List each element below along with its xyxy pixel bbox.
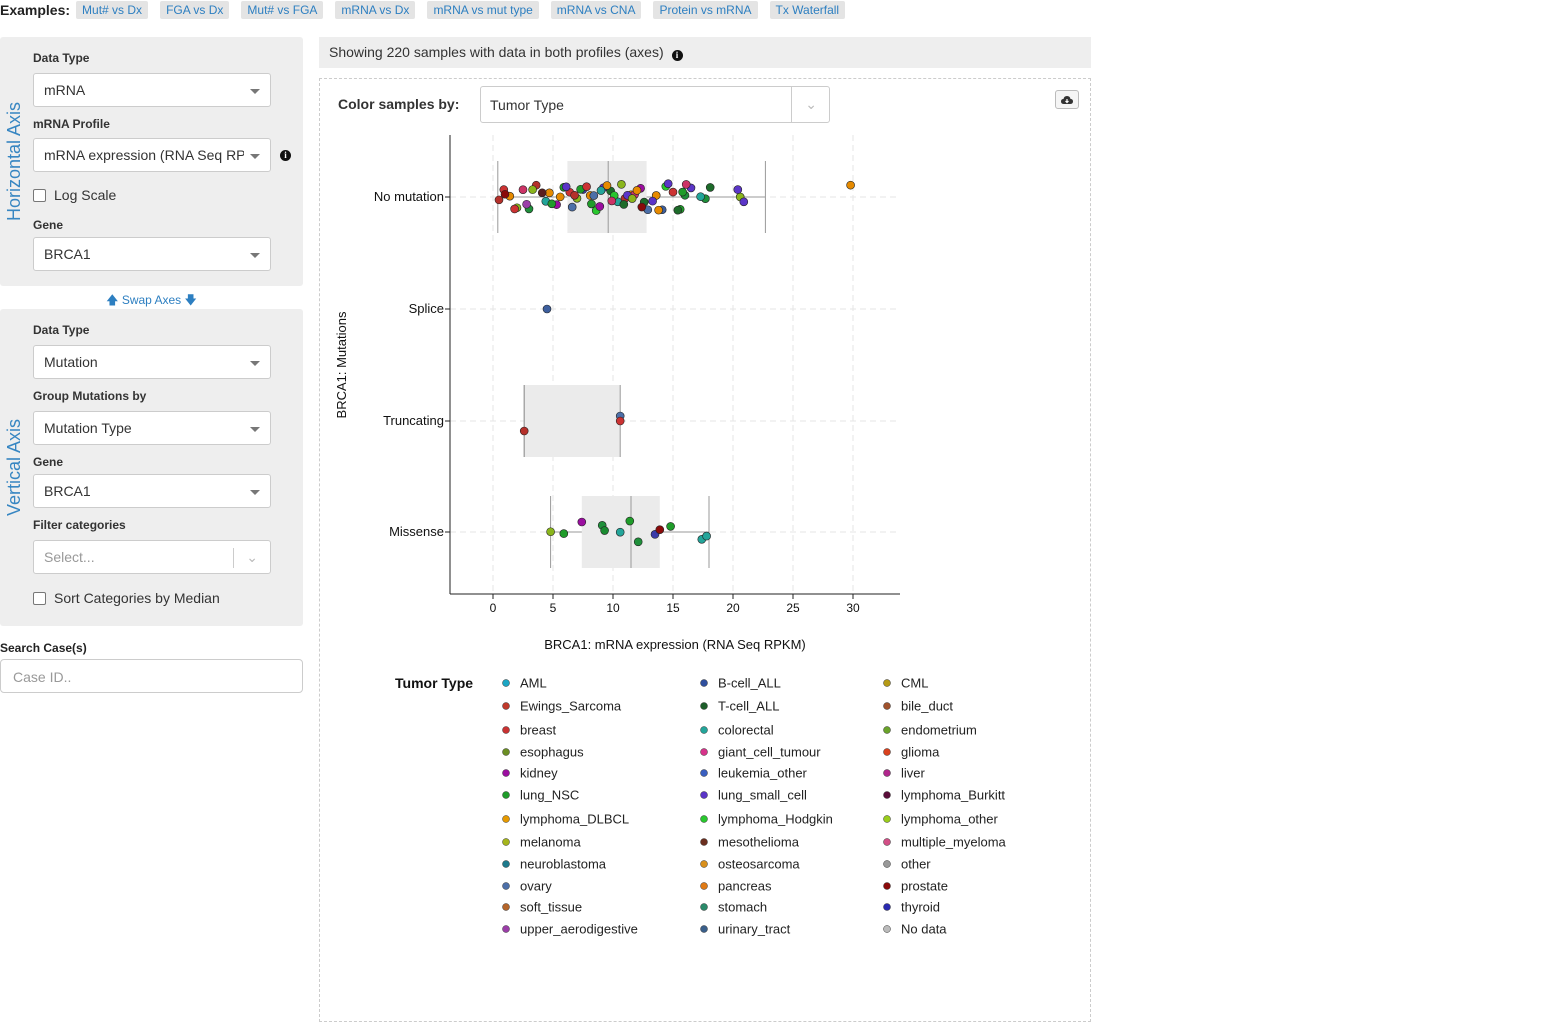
color-by-select[interactable]: Tumor Type ⌄ <box>480 86 830 123</box>
checkbox-icon[interactable] <box>33 591 46 605</box>
caret-down-icon <box>250 154 260 159</box>
caret-down-icon <box>250 361 260 366</box>
info-icon[interactable]: i <box>280 150 291 161</box>
download-button[interactable] <box>1055 90 1079 109</box>
mrna-profile-value: mRNA expression (RNA Seq RP... <box>44 147 244 163</box>
data-type-label: Data Type <box>33 51 90 65</box>
gene-label: Gene <box>33 455 64 469</box>
examples-label: Examples: <box>0 2 71 18</box>
samples-status-text: Showing 220 samples with data in both pr… <box>329 44 664 60</box>
caret-down-icon <box>250 490 260 495</box>
gene-select[interactable]: BRCA1 <box>33 237 271 271</box>
group-mutations-select[interactable]: Mutation Type <box>33 411 271 445</box>
example-link[interactable]: Mut# vs Dx <box>76 1 149 19</box>
group-mutations-label: Group Mutations by <box>33 389 147 403</box>
gene-value: BRCA1 <box>44 246 91 262</box>
select-separator <box>791 87 792 122</box>
caret-down-icon <box>250 89 260 94</box>
search-cases-label: Search Case(s) <box>0 641 87 655</box>
cloud-download-icon <box>1061 95 1073 104</box>
data-type-select[interactable]: Mutation <box>33 345 271 379</box>
chevron-down-icon[interactable]: ⌄ <box>805 96 817 112</box>
gene-value: BRCA1 <box>44 483 91 499</box>
search-cases-placeholder: Case ID.. <box>13 669 72 685</box>
log-scale-label: Log Scale <box>54 187 117 203</box>
horizontal-axis-panel: Horizontal Axis Data Type mRNA mRNA Prof… <box>0 37 303 286</box>
sort-by-median-label: Sort Categories by Median <box>54 590 220 606</box>
caret-down-icon <box>250 427 260 432</box>
example-link[interactable]: Tx Waterfall <box>769 1 846 19</box>
example-link[interactable]: FGA vs Dx <box>160 1 230 19</box>
group-mutations-value: Mutation Type <box>44 420 132 436</box>
filter-categories-label: Filter categories <box>33 518 126 532</box>
chevron-down-icon[interactable]: ⌄ <box>246 549 258 565</box>
select-separator <box>233 548 234 568</box>
mrna-profile-label: mRNA Profile <box>33 117 110 131</box>
mrna-profile-select[interactable]: mRNA expression (RNA Seq RP... <box>33 138 271 172</box>
search-cases-input[interactable]: Case ID.. <box>0 659 303 693</box>
caret-down-icon <box>250 253 260 258</box>
sort-by-median-checkbox[interactable]: Sort Categories by Median <box>33 590 220 606</box>
plot-container <box>319 78 1091 1022</box>
example-link[interactable]: mRNA vs CNA <box>550 1 642 19</box>
vertical-axis-title: Vertical Axis <box>4 418 24 516</box>
color-by-value: Tumor Type <box>490 97 564 113</box>
swap-axes-button[interactable]: 🡅 Swap Axes 🡇 <box>0 291 303 312</box>
examples-bar: Examples: Mut# vs Dx FGA vs Dx Mut# vs F… <box>0 0 857 20</box>
gene-select[interactable]: BRCA1 <box>33 474 271 508</box>
log-scale-checkbox[interactable]: Log Scale <box>33 187 116 203</box>
example-link[interactable]: mRNA vs mut type <box>427 1 539 19</box>
swap-axes-label: Swap Axes <box>121 293 182 307</box>
example-link[interactable]: Protein vs mRNA <box>653 1 758 19</box>
arrow-down-icon: 🡇 <box>184 293 197 307</box>
samples-status-bar: Showing 220 samples with data in both pr… <box>319 37 1091 68</box>
data-type-value: Mutation <box>44 354 98 370</box>
checkbox-icon[interactable] <box>33 188 46 202</box>
data-type-value: mRNA <box>44 82 86 98</box>
horizontal-axis-title: Horizontal Axis <box>4 101 24 221</box>
vertical-axis-panel: Vertical Axis Data Type Mutation Group M… <box>0 309 303 626</box>
data-type-label: Data Type <box>33 323 90 337</box>
filter-categories-placeholder: Select... <box>44 549 95 565</box>
data-type-select[interactable]: mRNA <box>33 73 271 107</box>
color-by-label: Color samples by: <box>338 96 460 112</box>
example-link[interactable]: mRNA vs Dx <box>335 1 416 19</box>
arrow-up-icon: 🡅 <box>106 293 119 307</box>
info-icon[interactable]: i <box>671 50 683 61</box>
example-link[interactable]: Mut# vs FGA <box>241 1 324 19</box>
filter-categories-select[interactable]: Select... ⌄ <box>33 540 271 574</box>
gene-label: Gene <box>33 218 64 232</box>
